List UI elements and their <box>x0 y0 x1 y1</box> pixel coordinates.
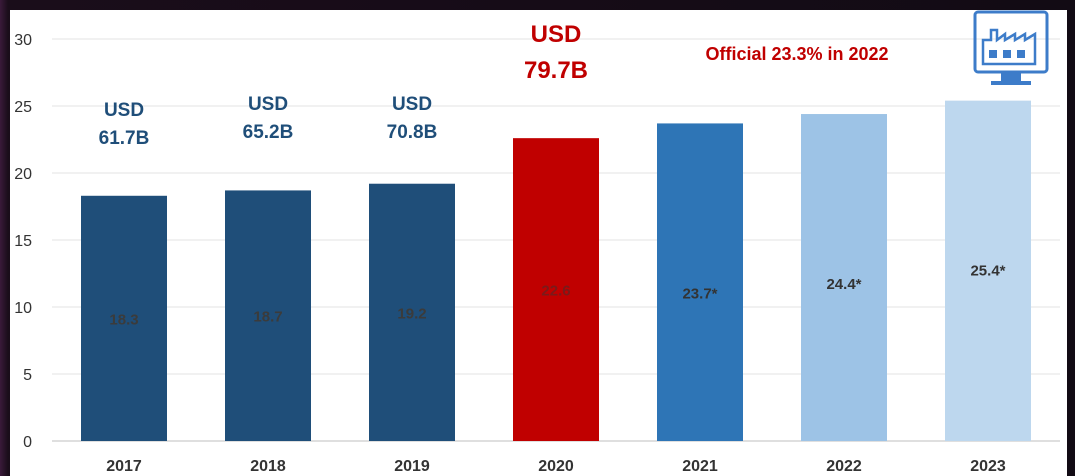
usd-annotations: USD 61.7B USD 65.2B USD 70.8B USD 79.7B <box>99 21 588 149</box>
x-tick-label: 2023 <box>970 458 1006 475</box>
usd-value-2018: 65.2B <box>243 122 294 143</box>
bar-2018 <box>225 190 311 441</box>
bars <box>81 100 1031 442</box>
bar-2017 <box>81 195 167 441</box>
usd-label-2019: USD <box>392 94 432 115</box>
bar-2020 <box>513 138 599 441</box>
y-tick-label: 10 <box>14 300 32 317</box>
usd-value-2020: 79.7B <box>524 57 588 84</box>
y-tick-label: 5 <box>23 367 32 384</box>
value-label-2022: 24.4* <box>826 276 861 293</box>
usd-label-2018: USD <box>248 94 288 115</box>
y-tick-label: 20 <box>14 166 32 183</box>
x-axis-ticks: 2017 2018 2019 2020 2021 2022 2023 <box>106 458 1006 475</box>
x-tick-label: 2022 <box>826 458 862 475</box>
bar-2022 <box>801 114 887 441</box>
bar-2019 <box>369 183 455 441</box>
value-labels: 18.3 18.7 19.2 22.6 23.7* 24.4* 25.4* <box>109 263 1005 329</box>
x-tick-label: 2017 <box>106 458 142 475</box>
usd-label-2020: USD <box>531 21 582 48</box>
y-tick-label: 30 <box>14 32 32 49</box>
usd-value-2019: 70.8B <box>387 122 438 143</box>
y-tick-label: 15 <box>14 233 32 250</box>
usd-label-2017: USD <box>104 100 144 121</box>
bar-2023 <box>945 100 1031 441</box>
chart-panel: 0 5 10 15 20 25 30 18.3 18.7 19.2 22.6 23.7* 24.4* 2… <box>10 10 1067 476</box>
usd-value-2017: 61.7B <box>99 128 150 149</box>
factory-monitor-icon <box>973 10 1049 85</box>
official-note: Official 23.3% in 2022 <box>705 44 888 64</box>
x-tick-label: 2021 <box>682 458 718 475</box>
value-label-2017: 18.3 <box>109 311 138 328</box>
y-axis-ticks: 0 5 10 15 20 25 30 <box>14 32 32 451</box>
value-label-2020: 22.6 <box>541 283 570 300</box>
bar-chart: 0 5 10 15 20 25 30 18.3 18.7 19.2 22.6 23.7* 24.4* 2… <box>14 10 1060 475</box>
x-tick-label: 2018 <box>250 458 286 475</box>
value-label-2023: 25.4* <box>970 263 1005 280</box>
value-label-2018: 18.7 <box>253 309 282 326</box>
value-label-2021: 23.7* <box>682 285 717 302</box>
x-tick-label: 2019 <box>394 458 430 475</box>
y-tick-label: 0 <box>23 434 32 451</box>
value-label-2019: 19.2 <box>397 305 426 322</box>
x-tick-label: 2020 <box>538 458 574 475</box>
bar-2021 <box>657 123 743 442</box>
y-tick-label: 25 <box>14 99 32 116</box>
